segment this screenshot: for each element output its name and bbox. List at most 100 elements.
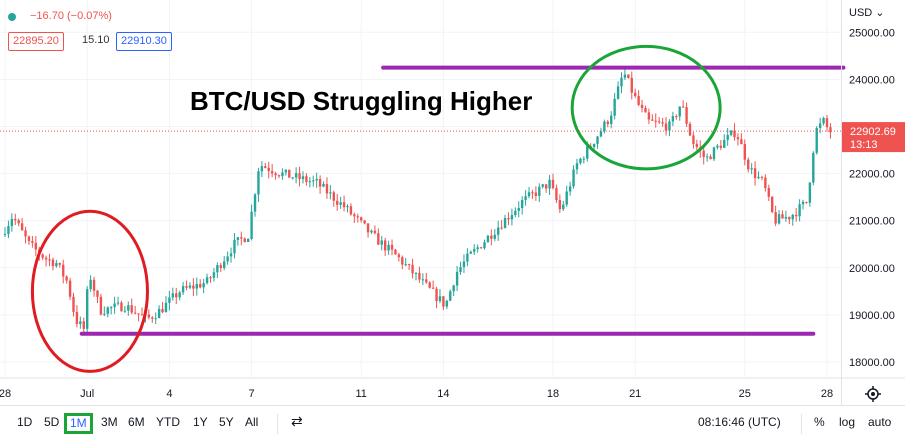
- candle-body: [531, 192, 534, 194]
- candle-body: [394, 249, 397, 255]
- x-axis[interactable]: 28 Jul 4 7 11 14 18 21 25 28: [0, 388, 833, 400]
- candle-body: [34, 242, 38, 250]
- currency-selector[interactable]: USD ⌄: [849, 7, 885, 19]
- candle-body: [411, 264, 414, 274]
- x-tick-label: 28: [821, 388, 833, 400]
- candle-body: [257, 171, 260, 195]
- auto-toggle[interactable]: auto: [868, 415, 892, 429]
- candle-body: [702, 150, 705, 158]
- candle-body: [798, 204, 801, 217]
- candle-body: [65, 276, 68, 281]
- candle-body: [514, 210, 517, 216]
- candle-body: [103, 313, 106, 315]
- candle-body: [616, 86, 620, 99]
- candle-body: [493, 234, 496, 239]
- candle-body: [606, 121, 609, 125]
- timeframe-1y[interactable]: 1Y: [193, 415, 208, 429]
- candle-body: [130, 305, 133, 313]
- settings-gear-icon[interactable]: [865, 386, 881, 402]
- candle-body: [7, 226, 10, 235]
- log-toggle[interactable]: log: [839, 415, 856, 429]
- candle-body: [565, 191, 568, 205]
- candle-body: [623, 74, 627, 78]
- red-circle-annotation: [30, 209, 149, 373]
- candle-body: [284, 169, 288, 173]
- candle-body: [500, 227, 503, 229]
- price-tag-value: 22902.69: [850, 126, 896, 138]
- timeframe-all[interactable]: All: [245, 415, 259, 429]
- candle-body: [82, 321, 85, 329]
- candle-body: [592, 143, 596, 147]
- y-tick-label: 21000.00: [849, 216, 895, 228]
- candle-body: [123, 310, 127, 312]
- candle-body: [753, 168, 757, 179]
- timeframe-5d[interactable]: 5D: [44, 415, 60, 429]
- candle-body: [236, 237, 240, 240]
- candle-body: [757, 176, 760, 179]
- candle-body: [657, 121, 661, 123]
- candle-body: [692, 135, 695, 144]
- candle-body: [175, 293, 178, 298]
- candle-body: [27, 236, 31, 242]
- candle-body: [329, 192, 332, 194]
- candle-body: [651, 119, 654, 121]
- candle-body: [750, 168, 753, 170]
- y-axis[interactable]: 18000.00 19000.00 20000.00 21000.00 22000.00…: [849, 27, 895, 369]
- timeframe-ytd[interactable]: YTD: [156, 415, 180, 429]
- candle-body: [760, 176, 764, 178]
- candle-body: [315, 179, 318, 181]
- candle-body: [96, 290, 99, 297]
- candle-body: [3, 234, 7, 236]
- candle-body: [695, 143, 699, 148]
- candle-body: [610, 115, 613, 125]
- candle-body: [712, 147, 716, 160]
- timeframe-3m[interactable]: 3M: [101, 415, 118, 429]
- candle-body: [603, 121, 606, 132]
- green-circle-annotation: [570, 44, 722, 171]
- candle-body: [568, 186, 572, 192]
- candle-body: [716, 145, 719, 148]
- candle-body: [418, 272, 421, 280]
- percent-toggle[interactable]: %: [814, 415, 825, 429]
- candle-body: [709, 156, 712, 160]
- candle-body: [534, 192, 538, 196]
- candle-body: [490, 235, 493, 239]
- candle-body: [428, 282, 431, 288]
- candle-body: [20, 223, 24, 231]
- candle-body: [445, 300, 449, 307]
- x-tick-label: 18: [547, 388, 559, 400]
- candle-body: [479, 247, 483, 249]
- timeframe-1d[interactable]: 1D: [17, 415, 33, 429]
- candle-body: [233, 239, 236, 254]
- candle-body: [356, 216, 359, 218]
- chart-canvas[interactable]: 18000.00 19000.00 20000.00 21000.00 22000.00…: [0, 0, 905, 405]
- candle-body: [401, 257, 404, 265]
- candle-body: [801, 201, 805, 205]
- candle-body: [178, 292, 181, 298]
- candle-body: [140, 314, 144, 316]
- candle-body: [548, 179, 551, 189]
- candle-body: [312, 180, 315, 182]
- candle-body: [127, 305, 130, 311]
- candle-body: [729, 130, 733, 135]
- date-range-icon[interactable]: ⇄: [291, 413, 303, 429]
- candle-body: [558, 200, 562, 210]
- candle-body: [671, 116, 675, 122]
- ask-price[interactable]: 22910.30: [116, 32, 172, 51]
- candle-body: [538, 186, 541, 196]
- candle-body: [89, 279, 92, 290]
- candle-body: [157, 308, 161, 319]
- candle-body: [48, 259, 51, 261]
- candle-body: [486, 235, 490, 243]
- timeframe-1m[interactable]: 1M: [64, 413, 93, 434]
- candle-body: [137, 313, 140, 315]
- candle-body: [407, 264, 411, 266]
- y-tick-label: 24000.00: [849, 74, 895, 86]
- bid-price[interactable]: 22895.20: [8, 32, 64, 51]
- timeframe-6m[interactable]: 6M: [128, 415, 145, 429]
- candle-body: [459, 267, 462, 272]
- candle-body: [668, 121, 671, 131]
- candle-body: [634, 92, 637, 97]
- timeframe-5y[interactable]: 5Y: [219, 415, 234, 429]
- candle-body: [781, 214, 784, 219]
